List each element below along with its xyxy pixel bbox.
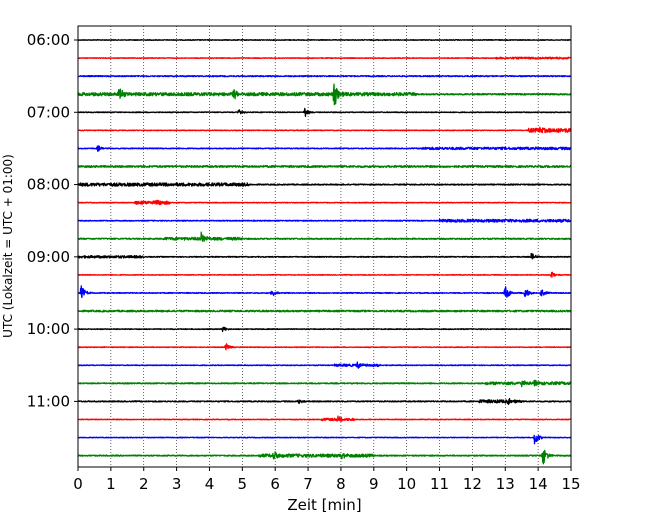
trace-line xyxy=(77,397,572,405)
trace-line xyxy=(77,74,572,78)
trace-line xyxy=(77,164,572,169)
y-tick-label: 06:00 xyxy=(27,31,70,49)
trace-line xyxy=(77,449,572,465)
y-tick-label: 07:00 xyxy=(27,103,70,121)
x-tick-label: 4 xyxy=(205,475,215,493)
y-axis-label: UTC (Lokalzeit = UTC + 01:00) xyxy=(1,154,15,338)
plot-background xyxy=(78,26,571,467)
x-axis: 0 1 2 3 4 5 6 7 8 9 10 11 12 13 14 15 xyxy=(73,467,581,493)
trace-line xyxy=(77,361,572,369)
trace-line xyxy=(77,199,572,206)
x-tick-label: 5 xyxy=(238,475,248,493)
x-tick-label: 15 xyxy=(561,475,580,493)
trace-line xyxy=(77,271,572,278)
x-tick-label: 10 xyxy=(397,475,416,493)
plot-frame xyxy=(77,25,572,468)
x-tick-label: 8 xyxy=(336,475,346,493)
trace-line xyxy=(77,182,572,187)
trace-line xyxy=(77,83,572,106)
y-tick-label: 08:00 xyxy=(27,176,70,194)
trace-line xyxy=(77,145,572,152)
trace-line xyxy=(77,231,572,242)
trace-line xyxy=(77,415,572,422)
trace-line xyxy=(77,379,572,388)
x-tick-label: 6 xyxy=(270,475,280,493)
trace-line xyxy=(77,218,572,223)
x-tick-label: 1 xyxy=(106,475,116,493)
y-tick-label: 09:00 xyxy=(27,248,70,266)
x-tick-label: 14 xyxy=(529,475,548,493)
trace-line xyxy=(77,126,572,134)
x-axis-label: Zeit [min] xyxy=(287,496,361,514)
trace-line xyxy=(77,39,572,41)
x-tick-label: 3 xyxy=(172,475,182,493)
x-tick-label: 11 xyxy=(430,475,449,493)
trace-line xyxy=(77,107,572,117)
trace-line xyxy=(77,434,572,445)
trace-line xyxy=(77,309,572,313)
x-tick-label: 12 xyxy=(463,475,482,493)
y-tick-label: 10:00 xyxy=(27,320,70,338)
x-tick-label: 13 xyxy=(496,475,515,493)
trace-line xyxy=(77,285,572,299)
x-tick-label: 7 xyxy=(303,475,313,493)
x-tick-label: 2 xyxy=(139,475,149,493)
x-tick-label: 0 xyxy=(73,475,83,493)
y-tick-label: 11:00 xyxy=(27,392,70,410)
x-tick-label: 9 xyxy=(369,475,379,493)
trace-line xyxy=(77,343,572,351)
traces xyxy=(77,39,572,465)
trace-line xyxy=(77,56,572,60)
trace-line xyxy=(77,252,572,260)
trace-line xyxy=(77,326,572,333)
y-axis: 06:00 07:00 08:00 09:00 10:00 11:00 xyxy=(27,31,78,410)
